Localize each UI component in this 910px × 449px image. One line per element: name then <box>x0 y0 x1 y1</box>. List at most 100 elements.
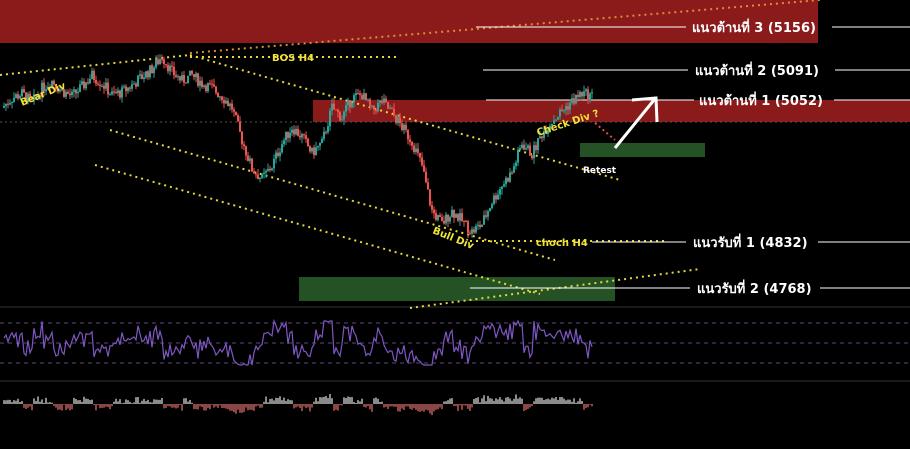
histogram-bar <box>507 396 509 404</box>
candle-body <box>405 124 407 130</box>
histogram-bar <box>487 395 489 404</box>
level-label-r3: แนวต้านที่ 3 (5156) <box>692 18 816 36</box>
histogram-bar <box>253 404 255 411</box>
candle-body <box>77 91 79 94</box>
candle-body <box>295 128 297 135</box>
candle-body <box>557 116 559 120</box>
histogram-bar <box>11 402 13 404</box>
candle-body <box>369 99 371 106</box>
candle-body <box>477 224 479 227</box>
histogram-bar <box>359 401 361 404</box>
candle-body <box>153 67 155 74</box>
candle-body <box>79 84 81 92</box>
histogram-bar <box>23 404 25 408</box>
histogram-bar <box>547 398 549 404</box>
candle-body <box>71 91 73 96</box>
candle-body <box>25 92 27 102</box>
histogram-bar <box>483 395 485 404</box>
histogram-bar <box>443 401 445 404</box>
histogram-bar <box>277 397 279 404</box>
histogram-bar <box>367 404 369 407</box>
candle-body <box>81 81 83 85</box>
histogram-bar <box>155 399 157 404</box>
candle-body <box>445 214 447 224</box>
candle-body <box>31 96 33 100</box>
candle-body <box>85 82 87 89</box>
candle-body <box>161 59 163 61</box>
histogram-bar <box>279 396 281 404</box>
histogram-bar <box>327 398 329 404</box>
candle-body <box>217 92 219 97</box>
candle-body <box>179 76 181 81</box>
histogram-bar <box>433 404 435 412</box>
histogram-bar <box>309 404 311 412</box>
candle-body <box>433 209 435 214</box>
candle-body <box>407 129 409 140</box>
histogram-bar <box>517 398 519 404</box>
candle-body <box>487 211 489 217</box>
histogram-bar <box>39 401 41 404</box>
candle-body <box>443 220 445 224</box>
candle-body <box>163 59 165 64</box>
histogram-bar <box>447 400 449 404</box>
candle-body <box>185 82 187 84</box>
candle-body <box>353 95 355 103</box>
candle-body <box>189 70 191 76</box>
histogram-bar <box>559 397 561 404</box>
histogram-bar <box>215 404 217 407</box>
histogram-bar <box>561 396 563 404</box>
candle-body <box>447 214 449 222</box>
candle-body <box>251 158 253 172</box>
candle-body <box>351 102 353 108</box>
histogram-bar <box>381 401 383 404</box>
candle-body <box>45 89 47 92</box>
candle-body <box>7 103 9 105</box>
candle-body <box>73 89 75 92</box>
candle-body <box>75 89 77 94</box>
histogram-bar <box>269 398 271 404</box>
histogram-bar <box>357 400 359 404</box>
candle-body <box>273 158 275 169</box>
candle-body <box>509 172 511 182</box>
histogram-bar <box>287 399 289 404</box>
up-arrow-icon <box>613 96 659 149</box>
candle-body <box>409 139 411 142</box>
histogram-bar <box>457 404 459 411</box>
candle-body <box>423 165 425 172</box>
histogram-bar <box>533 401 535 404</box>
histogram-bar <box>477 397 479 404</box>
candle-body <box>553 120 555 124</box>
candle-body <box>573 98 575 104</box>
candle-body <box>51 80 53 88</box>
candle-body <box>49 86 51 88</box>
histogram-bar <box>401 404 403 409</box>
candle-body <box>155 59 157 68</box>
rsi-line <box>3 318 593 366</box>
candle-body <box>91 70 93 80</box>
candle-body <box>577 94 579 98</box>
histogram-bar <box>185 398 187 404</box>
candle-body <box>175 75 177 77</box>
histogram-bar <box>469 404 471 411</box>
histogram-bar <box>209 404 211 410</box>
candle-body <box>589 93 591 101</box>
histogram-bar <box>513 398 515 404</box>
candle-body <box>135 83 137 87</box>
candle-body <box>525 148 527 150</box>
candle-body <box>267 168 269 171</box>
histogram-bar <box>249 404 251 410</box>
candle-body <box>507 178 509 182</box>
candle-body <box>395 115 397 124</box>
candle-body <box>481 224 483 227</box>
histogram-bar <box>571 401 573 404</box>
histogram-bar <box>125 399 127 404</box>
candle-body <box>547 129 549 134</box>
candle-body <box>151 65 153 74</box>
candle-body <box>319 142 321 146</box>
candle-body <box>357 93 359 95</box>
histogram-bar <box>65 404 67 411</box>
candle-body <box>39 95 41 97</box>
histogram-bar <box>271 398 273 404</box>
histogram-bar <box>529 404 531 408</box>
candle-body <box>35 94 37 97</box>
